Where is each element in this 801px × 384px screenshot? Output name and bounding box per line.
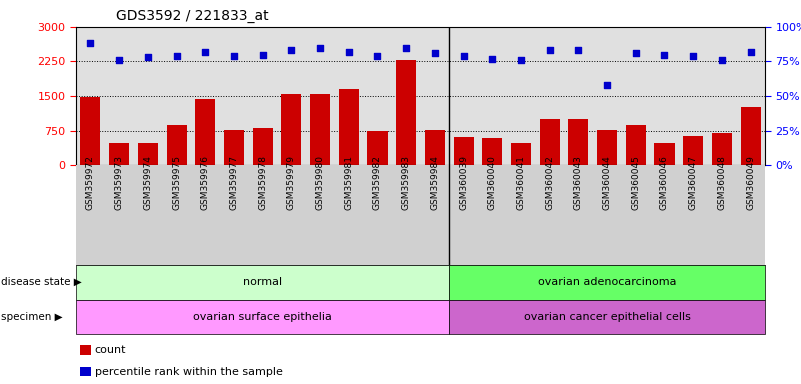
Point [400,45,413,51]
Point [486,56,499,62]
Text: normal: normal [243,277,282,287]
Text: count: count [95,345,126,355]
Bar [368,131,388,165]
Bar [482,138,502,165]
Bar [310,94,330,165]
Point [142,54,155,60]
Bar [339,89,359,165]
Point [658,51,671,58]
Bar [281,94,301,165]
Point [686,53,699,59]
Text: disease state ▶: disease state ▶ [1,277,82,287]
Bar [569,119,589,165]
Bar [597,130,617,165]
Bar [540,119,560,165]
Bar [712,133,732,165]
Point [371,53,384,59]
Bar [626,125,646,165]
Bar [138,142,158,165]
Point [429,50,441,56]
Bar [252,128,272,165]
Text: percentile rank within the sample: percentile rank within the sample [95,366,283,377]
Bar [167,125,187,165]
Point [514,57,527,63]
Bar [511,142,531,165]
Bar [683,136,703,165]
Bar [224,130,244,165]
Text: ovarian adenocarcinoma: ovarian adenocarcinoma [537,277,676,287]
Point [170,53,183,59]
Point [256,51,269,58]
Bar [453,137,473,165]
Text: specimen ▶: specimen ▶ [1,312,62,322]
Point [84,40,97,46]
Bar [425,130,445,165]
Text: GDS3592 / 221833_at: GDS3592 / 221833_at [116,9,269,23]
Point [630,50,642,56]
Point [543,47,556,53]
Bar [741,107,761,165]
Bar [80,97,100,165]
Point [572,47,585,53]
Bar [396,60,417,165]
Text: ovarian cancer epithelial cells: ovarian cancer epithelial cells [524,312,690,322]
Bar [109,143,129,165]
Point [715,57,728,63]
Point [285,47,298,53]
Point [199,49,211,55]
Bar [195,99,215,165]
Bar [654,144,674,165]
Point [601,82,614,88]
Point [342,49,355,55]
Point [113,57,126,63]
Text: ovarian surface epithelia: ovarian surface epithelia [193,312,332,322]
Point [744,49,757,55]
Point [314,45,327,51]
Point [227,53,240,59]
Point [457,53,470,59]
